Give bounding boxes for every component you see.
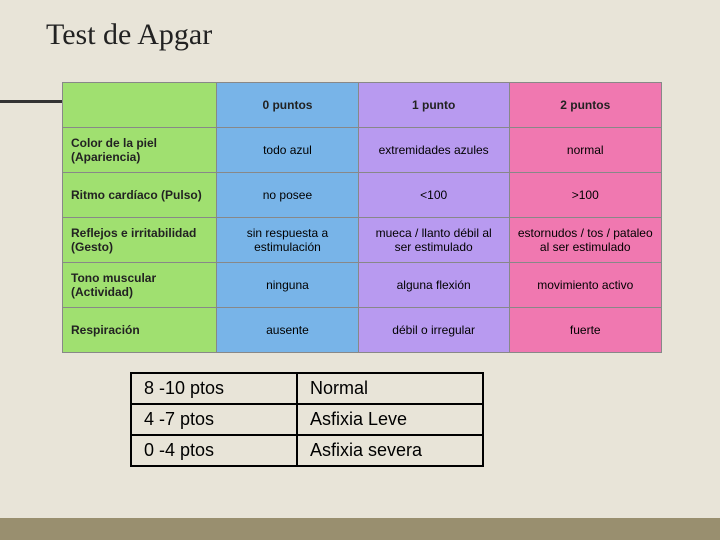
cell: extremidades azules	[358, 128, 509, 173]
score-range: 4 -7 ptos	[131, 404, 297, 435]
score-meaning: Asfixia severa	[297, 435, 483, 466]
cell: débil o irregular	[358, 308, 509, 353]
cell: sin respuesta a estimulación	[217, 218, 359, 263]
cell: ausente	[217, 308, 359, 353]
page-title: Test de Apgar	[46, 18, 212, 52]
row-header: Tono muscular (Actividad)	[63, 263, 217, 308]
footer-bar	[0, 518, 720, 540]
table-row: Respiración ausente débil o irregular fu…	[63, 308, 662, 353]
score-meaning: Asfixia Leve	[297, 404, 483, 435]
apgar-table: 0 puntos 1 punto 2 puntos Color de la pi…	[62, 82, 662, 353]
cell: >100	[509, 173, 661, 218]
table-row: 8 -10 ptos Normal	[131, 373, 483, 404]
col-header-2: 2 puntos	[509, 83, 661, 128]
row-header: Color de la piel (Apariencia)	[63, 128, 217, 173]
col-header-0: 0 puntos	[217, 83, 359, 128]
cell: todo azul	[217, 128, 359, 173]
cell: movimiento activo	[509, 263, 661, 308]
cell: fuerte	[509, 308, 661, 353]
row-header: Respiración	[63, 308, 217, 353]
cell: <100	[358, 173, 509, 218]
table-row: 4 -7 ptos Asfixia Leve	[131, 404, 483, 435]
table-corner	[63, 83, 217, 128]
cell: no posee	[217, 173, 359, 218]
cell: normal	[509, 128, 661, 173]
table-row: 0 -4 ptos Asfixia severa	[131, 435, 483, 466]
score-table: 8 -10 ptos Normal 4 -7 ptos Asfixia Leve…	[130, 372, 484, 467]
table-row: Reflejos e irritabilidad (Gesto) sin res…	[63, 218, 662, 263]
score-meaning: Normal	[297, 373, 483, 404]
table-row: Color de la piel (Apariencia) todo azul …	[63, 128, 662, 173]
col-header-1: 1 punto	[358, 83, 509, 128]
row-header: Reflejos e irritabilidad (Gesto)	[63, 218, 217, 263]
table-row: Ritmo cardíaco (Pulso) no posee <100 >10…	[63, 173, 662, 218]
score-range: 0 -4 ptos	[131, 435, 297, 466]
row-header: Ritmo cardíaco (Pulso)	[63, 173, 217, 218]
cell: alguna flexión	[358, 263, 509, 308]
cell: ninguna	[217, 263, 359, 308]
table-row: Tono muscular (Actividad) ninguna alguna…	[63, 263, 662, 308]
cell: mueca / llanto débil al ser estimulado	[358, 218, 509, 263]
score-range: 8 -10 ptos	[131, 373, 297, 404]
cell: estornudos / tos / pataleo al ser estimu…	[509, 218, 661, 263]
